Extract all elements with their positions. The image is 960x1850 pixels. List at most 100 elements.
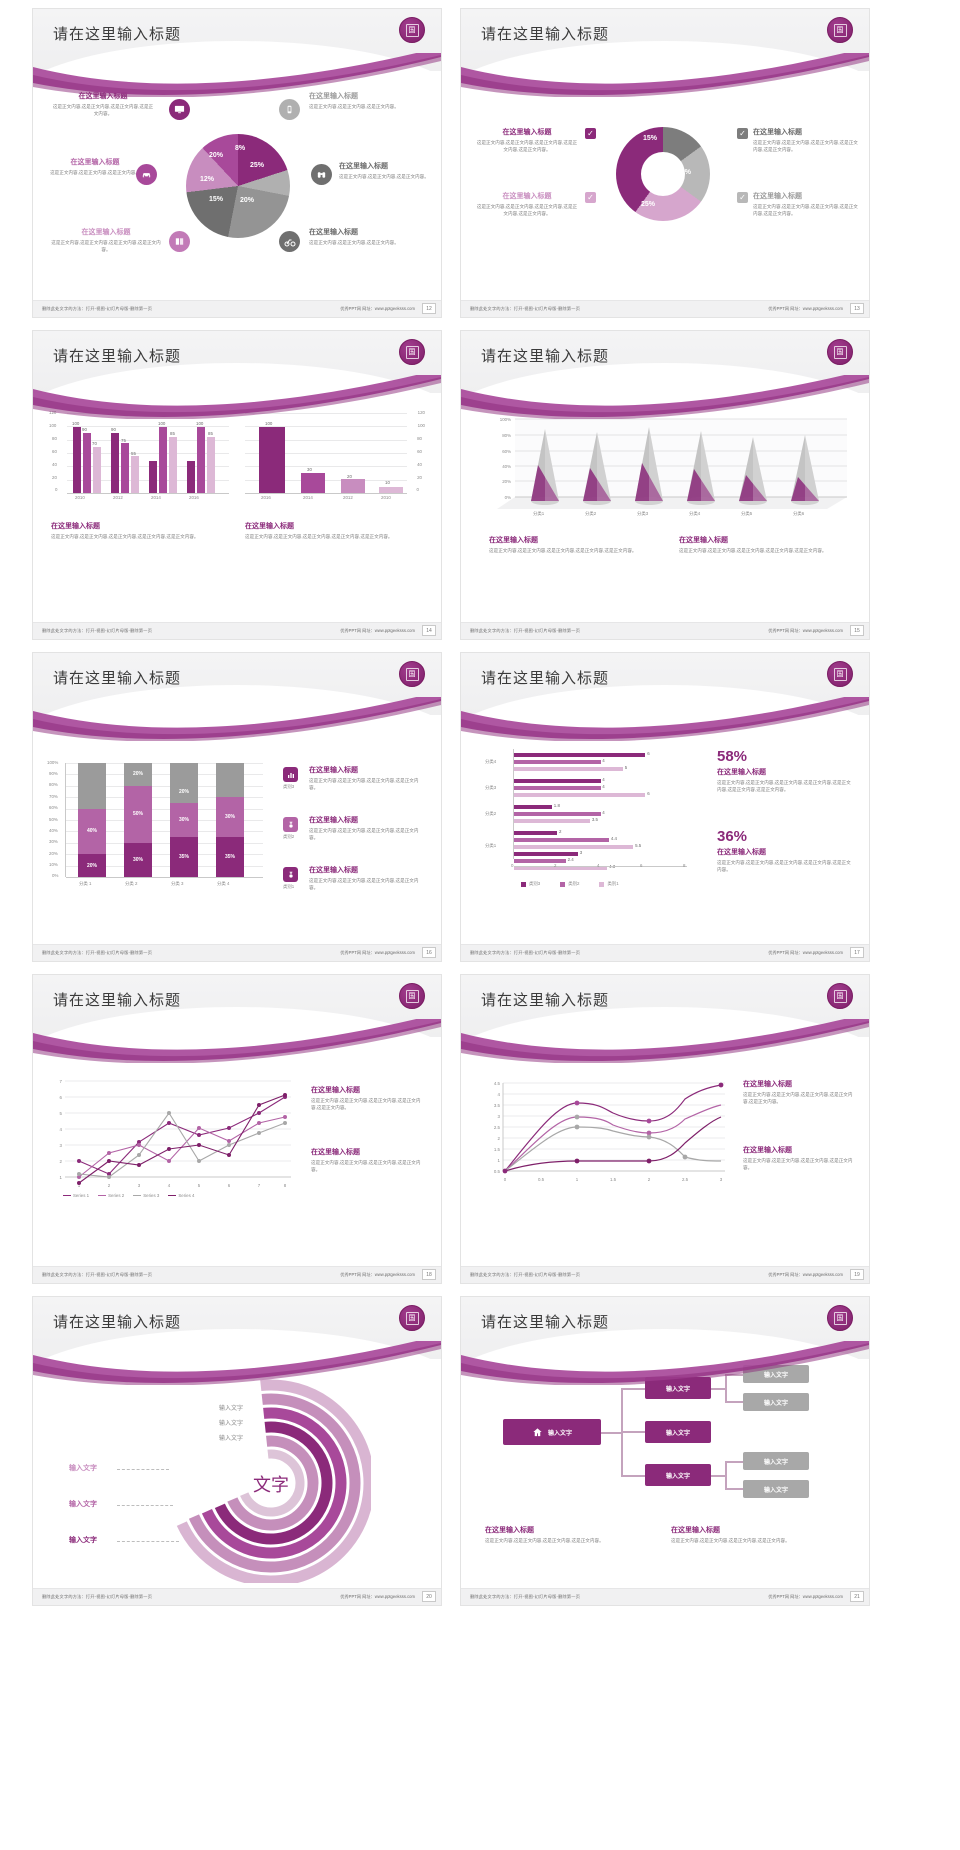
page-title: 请在这里输入标题 <box>481 670 610 687</box>
slide-thumbnail-16[interactable]: 请在这里输入标题 国 20% 40% 30% 50% 20% <box>32 652 442 962</box>
svg-text:0%: 0% <box>505 495 511 500</box>
svg-text:3.5: 3.5 <box>494 1103 501 1108</box>
footer-right-text: 优秀PPT网 网址：www.pptgeeksss.com <box>768 1594 843 1599</box>
svg-text:2: 2 <box>60 1159 63 1164</box>
x-tick: 分类6 <box>793 511 805 516</box>
svg-text:4: 4 <box>60 1127 63 1132</box>
page-title: 请在这里输入标题 <box>53 670 182 687</box>
seal-logo: 国 <box>827 1305 853 1331</box>
y-tick: 分类3 <box>485 785 497 790</box>
footer-left-text: 删除此处文字的方法：打开-视图-幻灯片母版-删除第一页 <box>470 1594 581 1599</box>
page-number: 17 <box>850 947 864 958</box>
x-tick: 分类4 <box>689 511 701 516</box>
x-tick: 2016 <box>261 495 271 500</box>
slide-thumbnail-18[interactable]: 请在这里输入标题 国 7 6 5 4 3 2 1 1 2 3 4 5 6 <box>32 974 442 1284</box>
checkbox-icon[interactable]: ✓ <box>737 192 748 203</box>
legend-label: Series 1 <box>73 1193 90 1198</box>
footer-right-text: 优秀PPT网 网址：www.pptgeeksss.com <box>340 1272 415 1277</box>
monitor-icon <box>169 99 190 120</box>
slide-thumbnail-12[interactable]: 请在这里输入标题 国 20% 8% 25% 20% 15% 12% 在这里输入标… <box>32 8 442 318</box>
svg-text:1: 1 <box>60 1175 63 1180</box>
flow-root-node[interactable]: 输入文字 <box>503 1419 601 1445</box>
x-tick: 分类 1 <box>79 881 92 886</box>
footer-left-text: 删除此处文字的方法：打开-视图-幻灯片母版-删除第一页 <box>42 950 153 955</box>
svg-text:20%: 20% <box>502 479 511 484</box>
svg-text:80%: 80% <box>502 433 511 438</box>
page-title: 请在这里输入标题 <box>53 26 182 43</box>
seal-logo: 国 <box>827 661 853 687</box>
line-chart: 7 6 5 4 3 2 1 1 2 3 4 5 6 7 8 <box>47 1075 297 1205</box>
page-number: 13 <box>850 303 864 314</box>
page-title: 请在这里输入标题 <box>481 1314 610 1331</box>
checkbox-icon[interactable]: ✓ <box>585 192 596 203</box>
x-tick: 分类 3 <box>171 881 184 886</box>
x-tick: 分类3 <box>637 511 649 516</box>
footer-right-text: 优秀PPT网 网址：www.pptgeeksss.com <box>768 306 843 311</box>
svg-text:文字: 文字 <box>253 1475 289 1495</box>
swoosh-decoration <box>33 1341 441 1385</box>
slide-thumbnail-13[interactable]: 请在这里输入标题 国 40% 15% 20% 25% 在这里输入标题 这是正文内… <box>460 8 870 318</box>
caption-1: 在这里输入标题 这是正文内容,这是正文内容,这是正文内容,这是正文内容。 <box>309 767 419 791</box>
x-tick: 2010 <box>75 495 85 500</box>
slide-thumbnail-15[interactable]: 请在这里输入标题 国 100% 80% 60% 40% 20% 0% <box>460 330 870 640</box>
svg-text:3: 3 <box>498 1114 501 1119</box>
x-tick: 分类5 <box>741 511 753 516</box>
caption-left: 在这里输入标题 这是正文内容,这是正文内容,这是正文内容,这是正文内容,这是正文… <box>489 537 637 553</box>
svg-text:3: 3 <box>60 1143 63 1148</box>
medal-icon <box>283 817 298 832</box>
caption-right: 在这里输入标题 这是正文内容,这是正文内容,这是正文内容,这是正文内容。 <box>671 1527 790 1543</box>
page-title: 请在这里输入标题 <box>481 26 610 43</box>
svg-text:4: 4 <box>498 1092 501 1097</box>
ring-label-left-3: 输入文字 <box>69 1537 97 1544</box>
svg-text:0: 0 <box>504 1177 507 1182</box>
page-number: 14 <box>422 625 436 636</box>
callout-left-1: 在这里输入标题 这是正文内容,这是正文内容,这是正文内容,这是正文内容。 <box>52 93 154 117</box>
book-icon <box>169 231 190 252</box>
svg-text:100%: 100% <box>500 417 511 422</box>
seal-logo: 国 <box>399 17 425 43</box>
slide-header <box>461 9 869 71</box>
line-chart-svg: 7 6 5 4 3 2 1 1 2 3 4 5 6 7 8 <box>60 1079 291 1188</box>
footer-right-text: 优秀PPT网 网址：www.pptgeeksss.com <box>340 628 415 633</box>
ring-label-right-2: 输入文字 <box>219 1421 244 1427</box>
flow-mid-node-3[interactable]: 输入文字 <box>645 1464 711 1486</box>
legend-swatch <box>521 881 526 887</box>
slide-footer: 删除此处文字的方法：打开-视图-幻灯片母版-删除第一页 优秀PPT网 网址：ww… <box>461 300 869 317</box>
caption-right: 在这里输入标题 这是正文内容,这是正文内容,这是正文内容,这是正文内容,这是正文… <box>679 537 827 553</box>
slide-thumbnail-21[interactable]: 请在这里输入标题 国 输入文字 输入文字 输入文字 输入文字 输入文字 输入文字… <box>460 1296 870 1606</box>
svg-text:8: 8 <box>284 1183 287 1188</box>
stat-heading: 在这里输入标题 <box>717 769 766 776</box>
page-title: 请在这里输入标题 <box>481 348 610 365</box>
legend-swatch <box>599 881 605 887</box>
checkbox-icon[interactable]: ✓ <box>737 128 748 139</box>
pie-slice-label: 25% <box>250 162 265 169</box>
legend-swatch <box>98 1194 107 1197</box>
legend-swatch <box>133 1194 142 1197</box>
legend-label: 类别2 <box>568 881 580 886</box>
donut-item-right-2: 在这里输入标题 这是正文内容,这是正文内容,这是正文内容,这是正文内容,这是正文… <box>753 193 858 217</box>
legend-label: Series 2 <box>108 1193 125 1198</box>
single-bar-chart: 100 30 20 10 120 100 80 60 40 20 0 2016 … <box>245 410 425 505</box>
svg-text:5: 5 <box>60 1111 63 1116</box>
svg-text:2.5: 2.5 <box>494 1125 501 1130</box>
flow-leaf-node-4[interactable]: 输入文字 <box>743 1480 809 1498</box>
flow-mid-node-2[interactable]: 输入文字 <box>645 1421 711 1443</box>
checkbox-icon[interactable]: ✓ <box>585 128 596 139</box>
flow-leaf-node-3[interactable]: 输入文字 <box>743 1452 809 1470</box>
slide-thumbnail-14[interactable]: 请在这里输入标题 国 100 90 70 <box>32 330 442 640</box>
donut-item-left-1: 在这里输入标题 这是正文内容,这是正文内容,这是正文内容,这是正文内容,这是正文… <box>476 129 578 153</box>
caption-2: 在这里输入标题 这是正文内容,这是正文内容,这是正文内容,这是正文内容。 <box>311 1149 421 1173</box>
footer-right-text: 优秀PPT网 网址：www.pptgeeksss.com <box>340 950 415 955</box>
footer-right-text: 优秀PPT网 网址：www.pptgeeksss.com <box>768 1272 843 1277</box>
page-title: 请在这里输入标题 <box>481 992 610 1009</box>
slide-thumbnail-19[interactable]: 请在这里输入标题 国 4.5 4 3.5 3 2.5 2 1.5 1 0.5 <box>460 974 870 1284</box>
slide-thumbnail-20[interactable]: 请在这里输入标题 国 文字 输入文字 输入文字 输入文字 输入文字 输入文字 输… <box>32 1296 442 1606</box>
slide-thumbnail-17[interactable]: 请在这里输入标题 国 6 4 5 4 4 6 1.8 4 3.5 2 4.4 5… <box>460 652 870 962</box>
donut-slice-label: 25% <box>641 201 656 208</box>
legend-label-1: 类别1 <box>283 884 295 889</box>
stat-body: 这是正文内容,这是正文内容,这是正文内容,这是正文内容,这是正文内容。 <box>717 860 851 873</box>
flow-leaf-node-2[interactable]: 输入文字 <box>743 1393 809 1411</box>
stacked-bar-chart: 20% 40% 30% 50% 20% 35% 30% 20% 35% <box>47 760 267 891</box>
pie-slice-label: 20% <box>209 152 224 159</box>
callout-right-2: 在这里输入标题 这是正文内容,这是正文内容,这是正文内容。 <box>339 163 429 179</box>
